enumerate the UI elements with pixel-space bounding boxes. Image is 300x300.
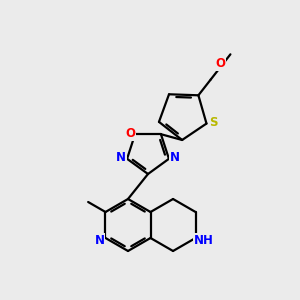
Text: N: N bbox=[94, 233, 104, 247]
Text: O: O bbox=[216, 57, 226, 70]
Text: NH: NH bbox=[194, 233, 214, 247]
Text: N: N bbox=[116, 151, 126, 164]
Text: N: N bbox=[170, 151, 180, 164]
Text: O: O bbox=[125, 127, 135, 140]
Text: S: S bbox=[209, 116, 218, 129]
